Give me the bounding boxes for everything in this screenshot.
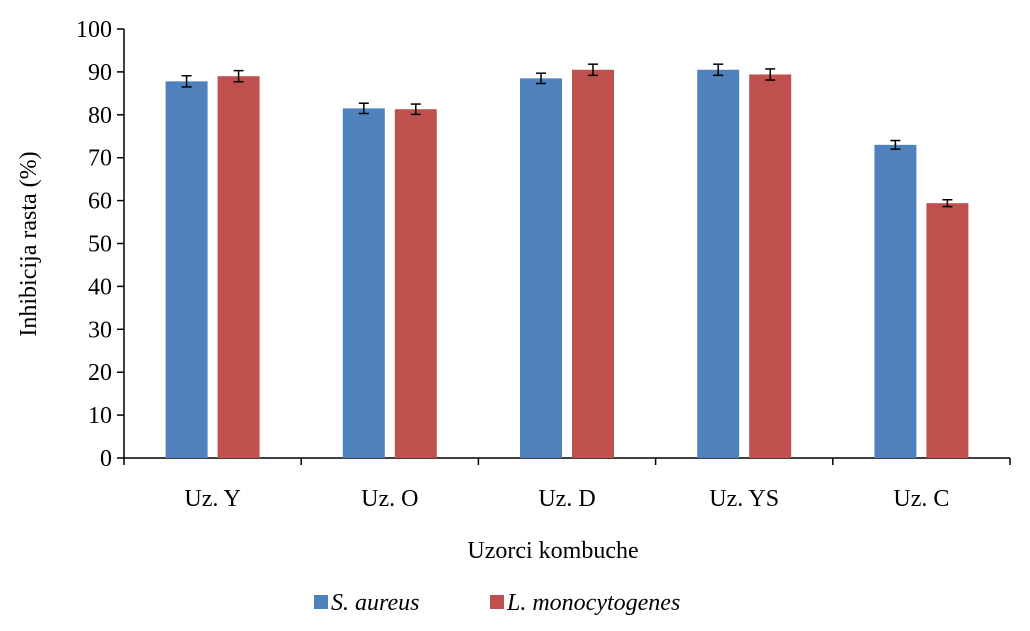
bar-l-monocytogenes (749, 74, 792, 458)
y-tick-label: 100 (76, 17, 112, 43)
error-bars (181, 63, 953, 208)
y-tick-label: 30 (88, 317, 112, 343)
y-tick-label: 10 (88, 403, 112, 429)
bar-l-monocytogenes (926, 203, 969, 458)
legend-swatch (490, 595, 504, 609)
legend-swatch (314, 595, 328, 609)
bar-l-monocytogenes (394, 109, 437, 459)
bar-l-monocytogenes (572, 69, 614, 458)
bar-s-aureus (520, 78, 562, 459)
y-tick-label: 50 (88, 232, 112, 258)
y-tick-label: 40 (88, 274, 112, 300)
y-tick-label: 0 (100, 446, 112, 472)
bar-s-aureus (165, 81, 208, 458)
bar-s-aureus (342, 108, 385, 459)
bar-s-aureus (697, 69, 740, 458)
x-tick-label: Uz. O (361, 486, 418, 512)
y-axis-title: Inhibicija rasta (%) (16, 151, 42, 336)
x-tick-label: Uz. C (893, 486, 949, 512)
y-axis: 0 10 20 30 40 50 60 70 80 90 100 (76, 17, 125, 472)
x-tick-label: Uz. D (538, 486, 595, 512)
x-tick-label: Uz. YS (709, 486, 779, 512)
y-tick-label: 60 (88, 189, 112, 215)
y-tick-label: 80 (88, 103, 112, 129)
x-axis: Uz. Y Uz. O Uz. D Uz. YS Uz. C (123, 457, 1011, 512)
y-tick-label: 20 (88, 360, 112, 386)
bar-l-monocytogenes (217, 76, 260, 458)
y-tick-label: 70 (88, 146, 112, 172)
x-tick-label: Uz. Y (184, 486, 240, 512)
legend: S. aureus L. monocytogenes (314, 590, 680, 616)
y-tick-label: 90 (88, 60, 112, 86)
x-axis-title: Uzorci kombuche (467, 538, 638, 564)
bar-s-aureus (874, 144, 917, 458)
bars (165, 69, 969, 459)
legend-label: L. monocytogenes (506, 590, 680, 616)
legend-label: S. aureus (331, 590, 419, 616)
